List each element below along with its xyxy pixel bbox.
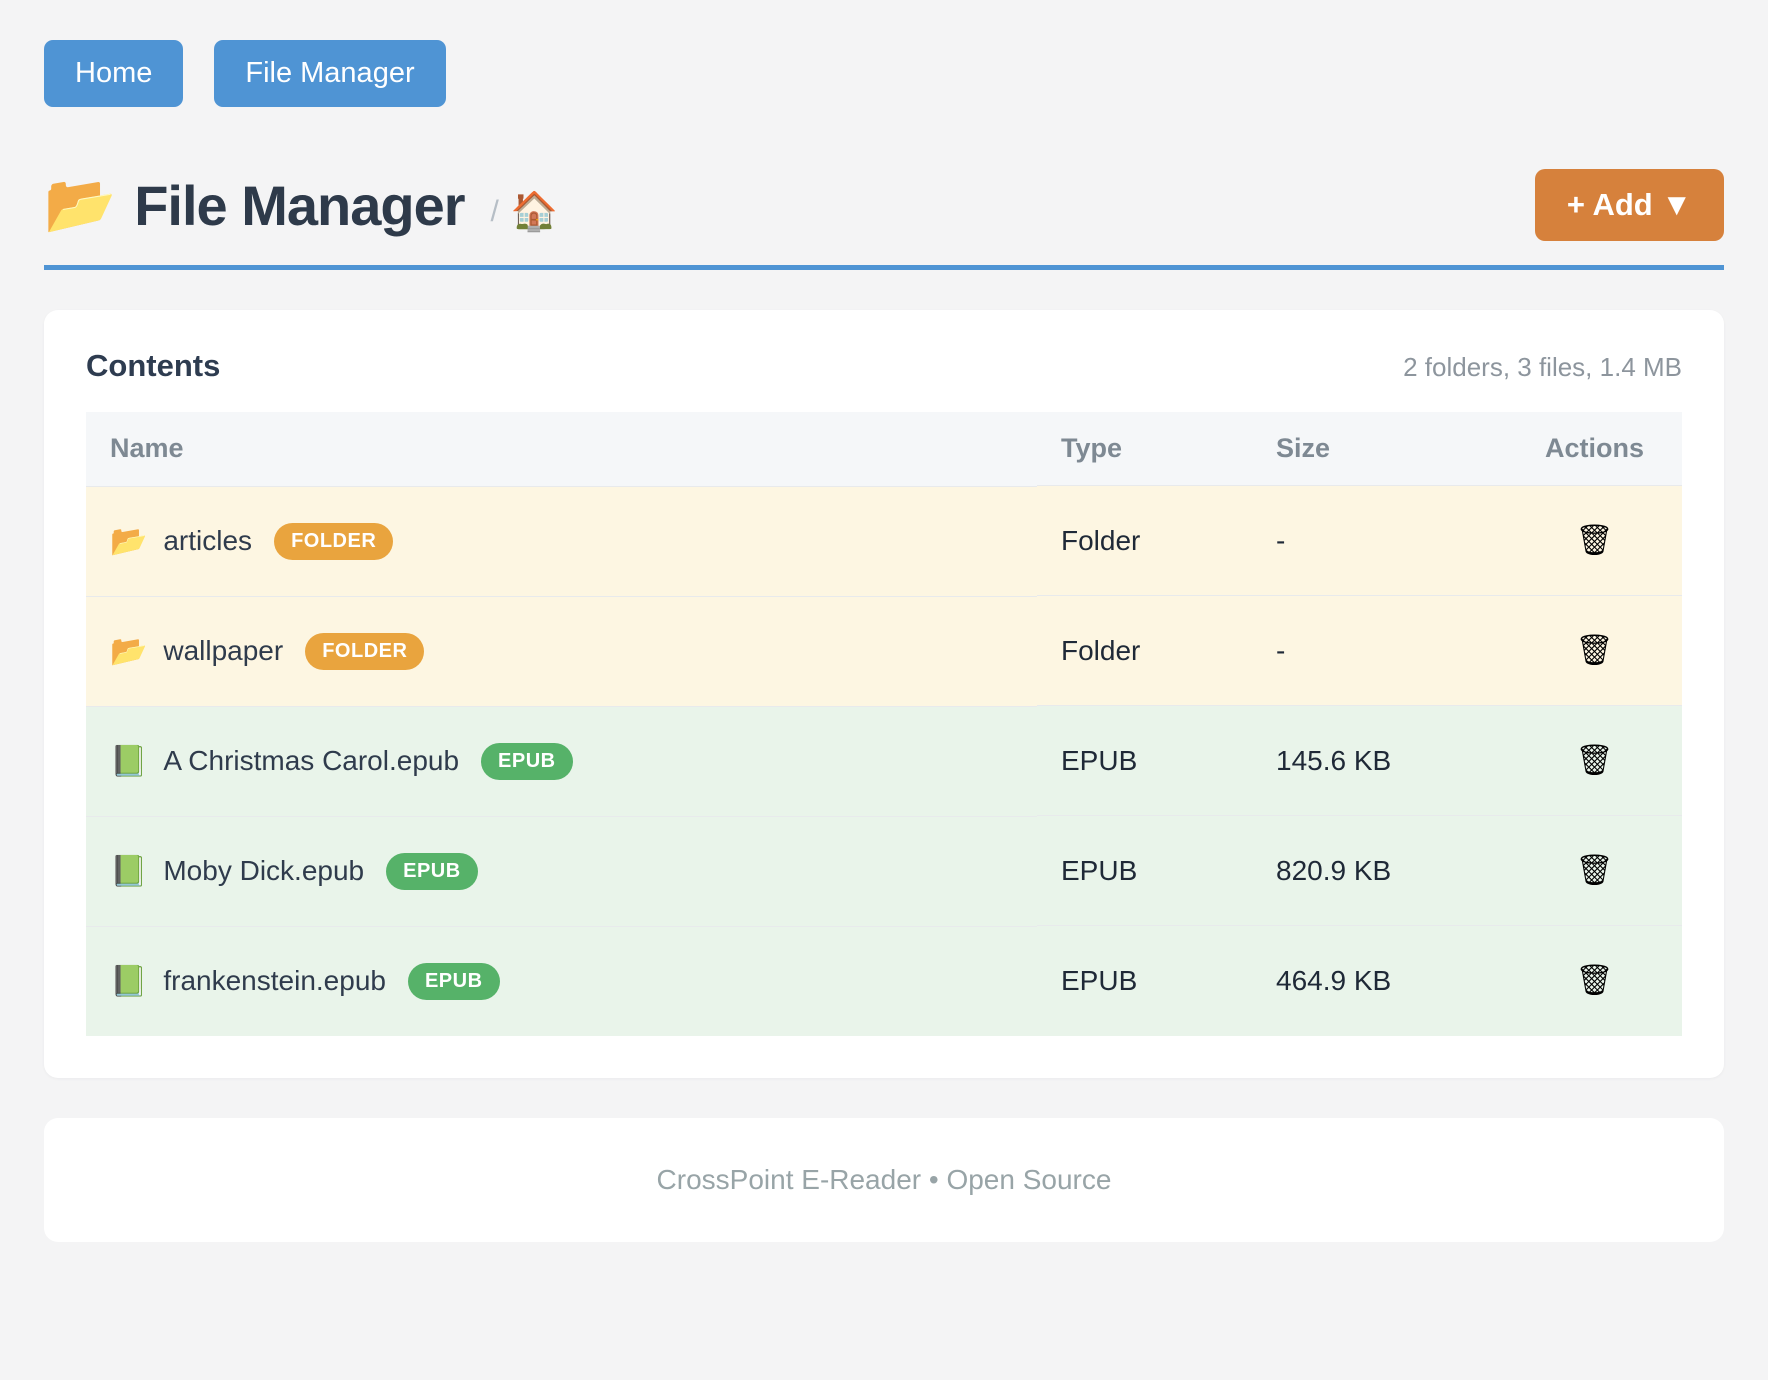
column-header-name: Name: [86, 412, 1037, 486]
table-row: 📂 wallpaper FOLDER Folder - 🗑: [86, 595, 1682, 706]
contents-summary: 2 folders, 3 files, 1.4 MB: [1403, 352, 1682, 382]
file-size: 464.9 KB: [1252, 925, 1507, 1036]
trash-icon: 🗑: [1575, 963, 1614, 997]
nav-home-button[interactable]: Home: [44, 40, 184, 107]
file-badge: EPUB: [407, 962, 500, 1000]
page-header: 📂 File Manager / 🏠 + Add ▼: [44, 169, 1724, 241]
trash-icon: 🗑: [1575, 633, 1614, 667]
column-header-actions: Actions: [1507, 412, 1682, 486]
file-size: 820.9 KB: [1252, 815, 1507, 926]
add-button[interactable]: + Add ▼: [1534, 169, 1724, 241]
contents-card-header: Contents 2 folders, 3 files, 1.4 MB: [86, 348, 1682, 384]
file-size: -: [1252, 595, 1507, 706]
table-row: 📗 Moby Dick.epub EPUB EPUB 820.9 KB 🗑: [86, 815, 1682, 926]
page-title: File Manager: [134, 173, 465, 237]
delete-button[interactable]: 🗑: [1575, 523, 1614, 557]
file-type: EPUB: [1037, 815, 1252, 926]
trash-icon: 🗑: [1575, 853, 1614, 887]
table-row: 📗 frankenstein.epub EPUB EPUB 464.9 KB 🗑: [86, 925, 1682, 1036]
file-name-link[interactable]: wallpaper: [163, 635, 284, 666]
table-row: 📗 A Christmas Carol.epub EPUB EPUB 145.6…: [86, 705, 1682, 816]
breadcrumb-separator: /: [490, 195, 499, 228]
column-header-type: Type: [1037, 412, 1252, 486]
contents-title: Contents: [86, 348, 221, 383]
file-table-header: Name Type Size Actions: [86, 412, 1682, 486]
file-size: 145.6 KB: [1252, 705, 1507, 816]
page: Home File Manager 📂 File Manager / 🏠 + A…: [44, 40, 1724, 1242]
title-divider: [44, 265, 1724, 270]
file-type-icon: 📗: [110, 744, 148, 778]
file-type-icon: 📂: [110, 634, 148, 668]
folder-icon: 📂: [44, 172, 117, 237]
file-type-icon: 📗: [110, 964, 148, 998]
file-type-icon: 📂: [110, 524, 148, 558]
file-name-link[interactable]: Moby Dick.epub: [163, 855, 365, 886]
footer-text: CrossPoint E-Reader • Open Source: [656, 1163, 1112, 1195]
file-name-link[interactable]: frankenstein.epub: [163, 965, 386, 996]
file-badge: EPUB: [481, 742, 573, 780]
column-header-size: Size: [1252, 412, 1507, 486]
home-icon[interactable]: 🏠: [510, 191, 559, 233]
delete-button[interactable]: 🗑: [1575, 853, 1614, 887]
top-nav: Home File Manager: [44, 40, 1724, 107]
trash-icon: 🗑: [1575, 523, 1614, 557]
breadcrumb: / 🏠: [491, 190, 559, 234]
file-table-body: 📂 articles FOLDER Folder - 🗑: [86, 485, 1682, 1036]
nav-file-manager-button[interactable]: File Manager: [214, 40, 446, 107]
footer: CrossPoint E-Reader • Open Source: [44, 1117, 1724, 1242]
trash-icon: 🗑: [1575, 743, 1614, 777]
file-type-icon: 📗: [110, 854, 148, 888]
file-table: Name Type Size Actions 📂 articles FOLDER…: [86, 412, 1682, 1036]
file-type: Folder: [1037, 485, 1252, 596]
file-name-link[interactable]: articles: [163, 525, 253, 556]
file-size: -: [1252, 485, 1507, 596]
delete-button[interactable]: 🗑: [1575, 963, 1614, 997]
delete-button[interactable]: 🗑: [1575, 633, 1614, 667]
file-badge: FOLDER: [305, 632, 425, 670]
file-badge: EPUB: [386, 852, 478, 890]
contents-card: Contents 2 folders, 3 files, 1.4 MB Name…: [44, 310, 1724, 1078]
file-badge: FOLDER: [274, 522, 394, 560]
table-row: 📂 articles FOLDER Folder - 🗑: [86, 485, 1682, 596]
delete-button[interactable]: 🗑: [1575, 743, 1614, 777]
file-type: Folder: [1037, 595, 1252, 706]
file-name-link[interactable]: A Christmas Carol.epub: [163, 745, 460, 776]
file-type: EPUB: [1037, 705, 1252, 816]
file-type: EPUB: [1037, 925, 1252, 1036]
